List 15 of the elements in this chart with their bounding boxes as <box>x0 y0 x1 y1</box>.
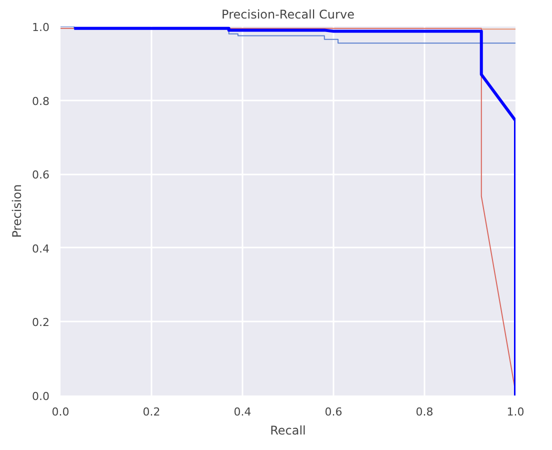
y-tick-label: 0.6 <box>32 168 50 182</box>
x-tick-label: 0.6 <box>324 406 342 418</box>
y-tick-label: 1.0 <box>32 21 50 34</box>
y-tick-label: 0.4 <box>32 242 50 256</box>
y-tick-label: 0.0 <box>32 390 50 403</box>
y-tick-label: 0.8 <box>32 94 50 108</box>
x-tick-label: 1.0 <box>506 406 524 418</box>
y-tick-label: 0.2 <box>32 316 50 330</box>
x-tick-label: 0.2 <box>142 406 160 418</box>
x-tick-label: 0.4 <box>234 406 252 418</box>
x-tick-label: 0.0 <box>52 406 70 418</box>
y-axis-title: Precision <box>10 184 24 238</box>
x-tick-label: 0.8 <box>416 406 434 418</box>
chart-title: Precision-Recall Curve <box>222 8 354 22</box>
x-axis-title: Recall <box>270 424 306 438</box>
